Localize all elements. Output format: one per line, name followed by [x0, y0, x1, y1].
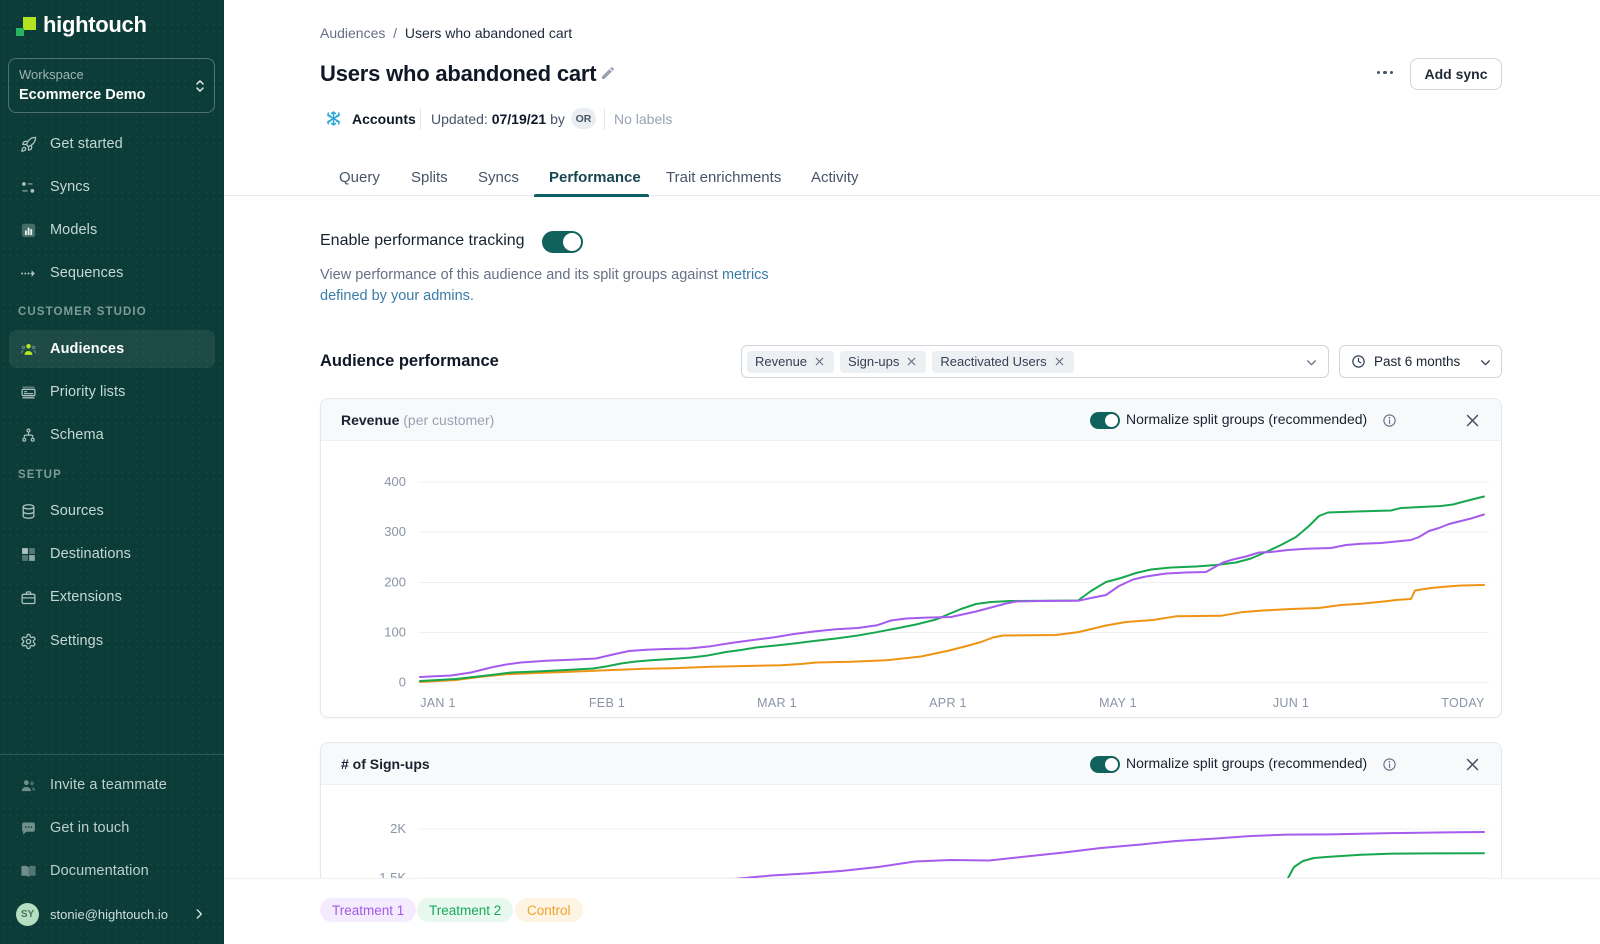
svg-text:MAY 1: MAY 1	[1099, 696, 1137, 710]
svg-text:MAR 1: MAR 1	[757, 696, 797, 710]
svg-text:FEB 1: FEB 1	[589, 696, 625, 710]
svg-text:JUN 1: JUN 1	[1273, 696, 1309, 710]
svg-text:APR 1: APR 1	[929, 696, 967, 710]
svg-text:200: 200	[384, 575, 406, 590]
svg-text:2K: 2K	[390, 821, 406, 836]
svg-text:100: 100	[384, 625, 406, 640]
svg-text:JAN 1: JAN 1	[420, 696, 456, 710]
svg-text:300: 300	[384, 524, 406, 539]
svg-text:0: 0	[399, 675, 406, 690]
svg-text:400: 400	[384, 474, 406, 489]
svg-text:TODAY: TODAY	[1441, 696, 1485, 710]
